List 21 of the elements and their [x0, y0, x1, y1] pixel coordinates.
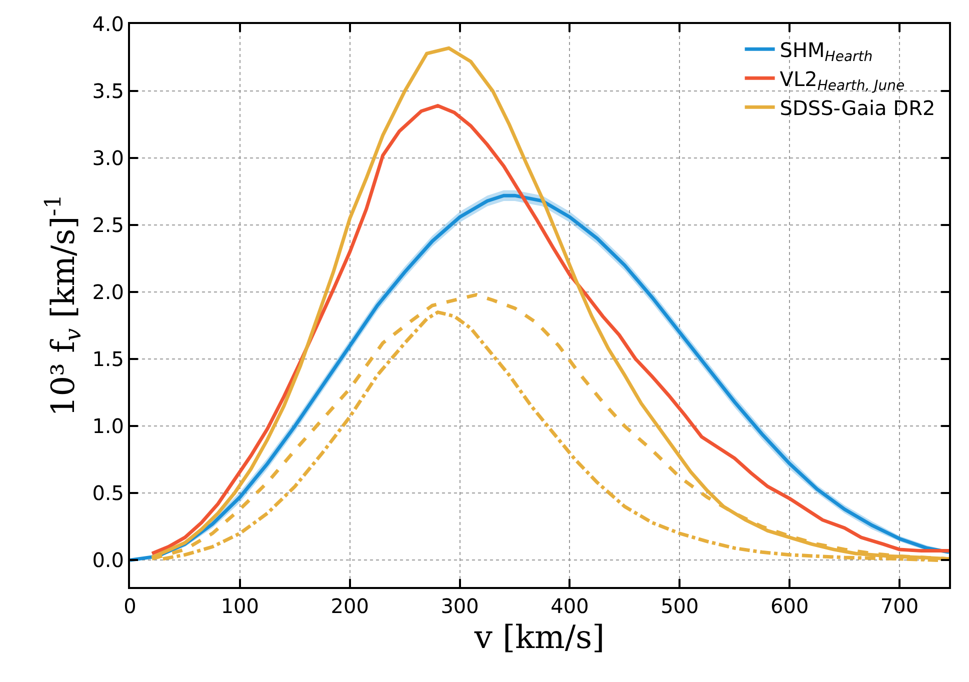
- x-tick-label: 300: [440, 594, 479, 618]
- x-tick-label: 400: [550, 594, 589, 618]
- legend-label: SHM$_{Hearth}$: [780, 38, 873, 66]
- y-tick-label: 2.0: [92, 280, 124, 304]
- x-tick-label: 600: [770, 594, 809, 618]
- x-axis-title: v [km/s]: [473, 618, 605, 656]
- x-tick-label: 0: [124, 594, 136, 618]
- y-tick-label: 0.5: [92, 481, 124, 506]
- legend-label: SDSS-Gaia DR2: [780, 96, 936, 120]
- y-tick-label: 1.0: [92, 414, 124, 438]
- x-tick-label: 700: [880, 594, 919, 618]
- y-tick-label: 4.0: [92, 12, 124, 36]
- y-tick-label: 3.0: [92, 146, 124, 170]
- y-tick-label: 3.5: [92, 79, 124, 104]
- y-tick-label: 0.0: [92, 548, 124, 572]
- y-tick-label: 2.5: [92, 213, 124, 238]
- x-tick-label: 200: [330, 594, 369, 618]
- y-tick-label: 1.5: [92, 347, 124, 372]
- x-tick-label: 100: [220, 594, 260, 618]
- legend-label: VL2$_{Hearth, June}$: [780, 66, 905, 94]
- x-tick-label: 500: [660, 594, 699, 618]
